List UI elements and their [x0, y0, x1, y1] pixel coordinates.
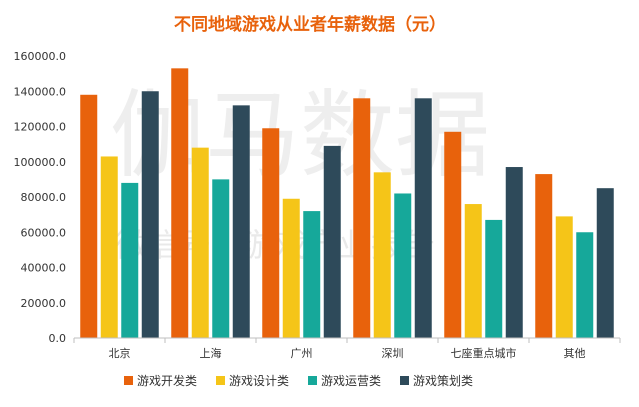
y-tick-label: 40000.0 — [21, 262, 67, 275]
bar — [262, 128, 280, 338]
bar — [505, 167, 523, 338]
y-axis: 0.0 20000.0 40000.0 60000.0 80000.0 100000.0 1… — [14, 50, 67, 345]
bar — [100, 156, 118, 338]
bar — [171, 68, 189, 339]
y-tick-label: 80000.0 — [21, 191, 67, 204]
y-tick-label: 0.0 — [49, 332, 67, 345]
bar — [596, 188, 614, 338]
legend-label: 游戏运营类 — [321, 374, 381, 388]
bar — [80, 94, 98, 339]
legend-label: 游戏设计类 — [229, 374, 289, 388]
bar — [576, 232, 594, 338]
y-tick-label: 20000.0 — [21, 297, 67, 310]
bar — [353, 98, 371, 338]
bar — [464, 204, 482, 338]
watermark-main: 伽马数据 — [110, 81, 490, 191]
y-tick-label: 160000.0 — [14, 50, 67, 63]
bar — [394, 193, 412, 338]
x-tick-label: 北京 — [109, 346, 131, 360]
bar — [444, 131, 462, 338]
legend-swatch — [400, 376, 409, 385]
bar — [373, 172, 391, 338]
legend-label: 游戏开发类 — [137, 373, 197, 388]
x-axis: 北京 上海 广州 深圳 七座重点城市 其他 — [73, 338, 621, 360]
legend-swatch — [308, 376, 317, 385]
bar — [414, 98, 432, 338]
bar — [232, 105, 250, 338]
y-tick-label: 60000.0 — [21, 226, 67, 239]
y-tick-label: 100000.0 — [14, 156, 67, 169]
legend-swatch — [124, 376, 133, 385]
bar — [485, 219, 503, 338]
bar — [555, 216, 573, 338]
bars — [80, 68, 614, 339]
x-tick-label: 广州 — [291, 347, 313, 360]
bar — [141, 91, 159, 338]
y-tick-label: 140000.0 — [14, 85, 67, 98]
x-tick-label: 七座重点城市 — [451, 346, 517, 360]
legend-label: 游戏策划类 — [413, 374, 473, 388]
x-tick-label: 深圳 — [382, 347, 404, 360]
x-tick-label: 上海 — [200, 346, 222, 360]
bar — [212, 179, 230, 338]
bar — [282, 198, 300, 338]
bar — [303, 211, 321, 338]
bar — [323, 145, 341, 338]
chart-title: 不同地域游戏从业者年薪数据（元） — [174, 14, 446, 35]
x-tick-label: 其他 — [564, 347, 586, 360]
legend: 游戏开发类 游戏设计类 游戏运营类 游戏策划类 — [124, 373, 473, 388]
bar — [535, 174, 553, 338]
legend-swatch — [216, 376, 225, 385]
y-tick-label: 120000.0 — [14, 121, 67, 134]
bar — [121, 182, 139, 338]
bar — [191, 147, 209, 338]
